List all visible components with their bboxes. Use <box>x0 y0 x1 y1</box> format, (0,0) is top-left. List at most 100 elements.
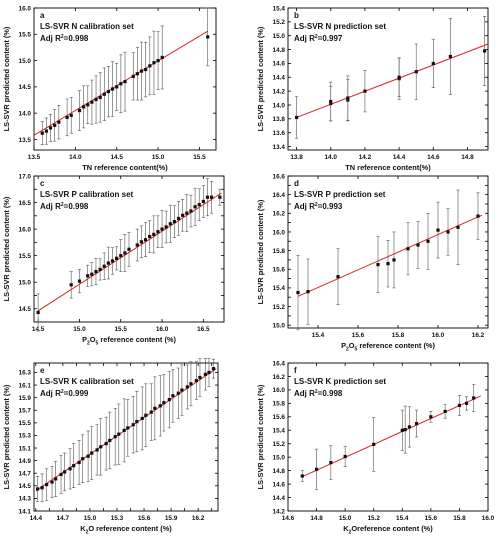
data-point <box>36 487 40 491</box>
data-point <box>218 195 222 199</box>
y-axis-label: LS-SVR predicted content (%) <box>256 199 265 304</box>
data-point <box>457 403 462 407</box>
data-point <box>168 222 172 226</box>
data-point <box>36 310 40 315</box>
y-tick-label: 15.2 <box>273 19 286 26</box>
panel-title: LS-SVR K prediction set <box>294 377 386 386</box>
x-tick-label: 15.9 <box>165 515 178 522</box>
data-point <box>65 115 69 119</box>
chart-panel-a: 13.5 14.0 14.5 15.0 15.5 13.5 14.0 14.5 15.0 15.5… <box>2 5 217 172</box>
plot-frame <box>33 362 219 512</box>
x-tick-label: 14.8 <box>461 154 474 161</box>
data-point <box>110 259 115 263</box>
data-point <box>86 103 90 107</box>
data-point <box>176 391 180 395</box>
data-point <box>414 70 418 74</box>
data-point <box>343 454 347 459</box>
x-tick-label: 15.8 <box>453 515 466 522</box>
x-tick-label: 15.0 <box>73 326 86 333</box>
data-point <box>193 205 197 209</box>
plot-frame <box>287 175 489 329</box>
y-tick-label: 14.1 <box>19 508 32 515</box>
data-point <box>464 401 469 405</box>
data-point <box>72 464 76 468</box>
x-axis-label: K2O reference content (%) <box>80 524 172 536</box>
data-point <box>98 267 102 272</box>
panel-letter: a <box>40 11 45 20</box>
data-point <box>456 225 460 229</box>
y-tick-label: 15.6 <box>273 267 286 274</box>
plot-frame <box>287 362 489 512</box>
x-tick-label: 14.0 <box>325 154 338 161</box>
data-point <box>181 213 185 217</box>
data-point <box>108 438 112 443</box>
data-point <box>115 85 119 89</box>
data-point <box>167 397 171 402</box>
y-tick-label: 15.0 <box>19 279 32 286</box>
x-tick-label: 16.0 <box>156 326 169 333</box>
chart-panel-c: 14.5 15.0 15.5 16.0 16.514.515.015.516.016.5… <box>2 173 225 347</box>
adj-r2-label: Adj R2=0.999 <box>40 389 89 398</box>
data-point <box>115 256 119 260</box>
data-point <box>123 80 127 84</box>
data-point <box>156 58 160 63</box>
data-point <box>106 261 110 265</box>
data-point <box>346 96 350 100</box>
data-point <box>158 404 162 408</box>
data-point <box>476 214 480 218</box>
y-tick-label: 14.6 <box>273 481 286 488</box>
y-tick-label: 15.8 <box>273 401 286 408</box>
y-tick-label: 16.2 <box>273 374 286 381</box>
data-point <box>148 234 152 239</box>
x-tick-label: 16.2 <box>192 515 205 522</box>
chart-panel-b: 13.8 14.0 14.2 14.4 14.6 14.8 13.4 13.6 13.8 14.0… <box>256 5 489 172</box>
x-tick-label: 15.6 <box>352 332 365 339</box>
data-point <box>40 486 44 490</box>
data-point <box>90 100 94 104</box>
data-point <box>143 238 148 242</box>
data-point <box>206 35 210 39</box>
x-tick-label: 15.4 <box>312 332 325 339</box>
adj-r2-label: Adj R2=0.997 <box>294 34 343 43</box>
data-point <box>135 419 139 424</box>
x-tick-label: 15.6 <box>425 515 438 522</box>
data-point <box>48 126 53 130</box>
adj-r2-label: Adj R2=0.993 <box>294 202 343 211</box>
y-tick-label: 17.0 <box>19 173 32 180</box>
data-point <box>171 394 175 398</box>
y-tick-label: 16.0 <box>273 387 286 394</box>
data-point <box>189 209 193 213</box>
y-tick-label: 15.5 <box>19 32 32 39</box>
data-point <box>446 230 450 234</box>
y-tick-label: 14.0 <box>273 102 286 109</box>
y-tick-label: 14.2 <box>273 508 286 515</box>
data-point <box>152 232 156 236</box>
data-point <box>156 230 160 234</box>
data-point <box>197 203 201 207</box>
data-point <box>95 448 99 452</box>
data-point <box>403 428 407 432</box>
data-point <box>102 92 106 96</box>
data-point <box>82 105 86 109</box>
x-tick-label: 14.0 <box>69 154 82 161</box>
panel-title: LS-SVR N calibration set <box>40 22 134 31</box>
x-tick-label: 14.4 <box>393 154 406 161</box>
y-tick-label: 16.1 <box>19 382 32 389</box>
panel-title: LS-SVR P calibration set <box>40 190 134 199</box>
fit-line <box>35 368 217 492</box>
chart-panel-e: 14.4 14.7 15.0 15.3 15.6 15.9 16.2 14.1 14.3 14.5… <box>2 358 219 536</box>
data-point <box>50 480 54 484</box>
data-point <box>306 290 310 294</box>
data-point <box>185 385 189 389</box>
data-point <box>314 467 319 471</box>
plot-frame <box>33 7 217 151</box>
data-point <box>144 413 148 417</box>
x-tick-label: 15.6 <box>138 515 151 522</box>
y-tick-label: 13.4 <box>273 144 286 151</box>
y-tick-label: 14.4 <box>273 75 286 82</box>
data-point <box>472 396 476 400</box>
data-point <box>416 243 420 247</box>
y-axis-label: LS-SVR predicted content (%) <box>256 26 265 131</box>
y-tick-label: 14.2 <box>273 88 286 95</box>
y-tick-label: 13.5 <box>19 137 32 144</box>
